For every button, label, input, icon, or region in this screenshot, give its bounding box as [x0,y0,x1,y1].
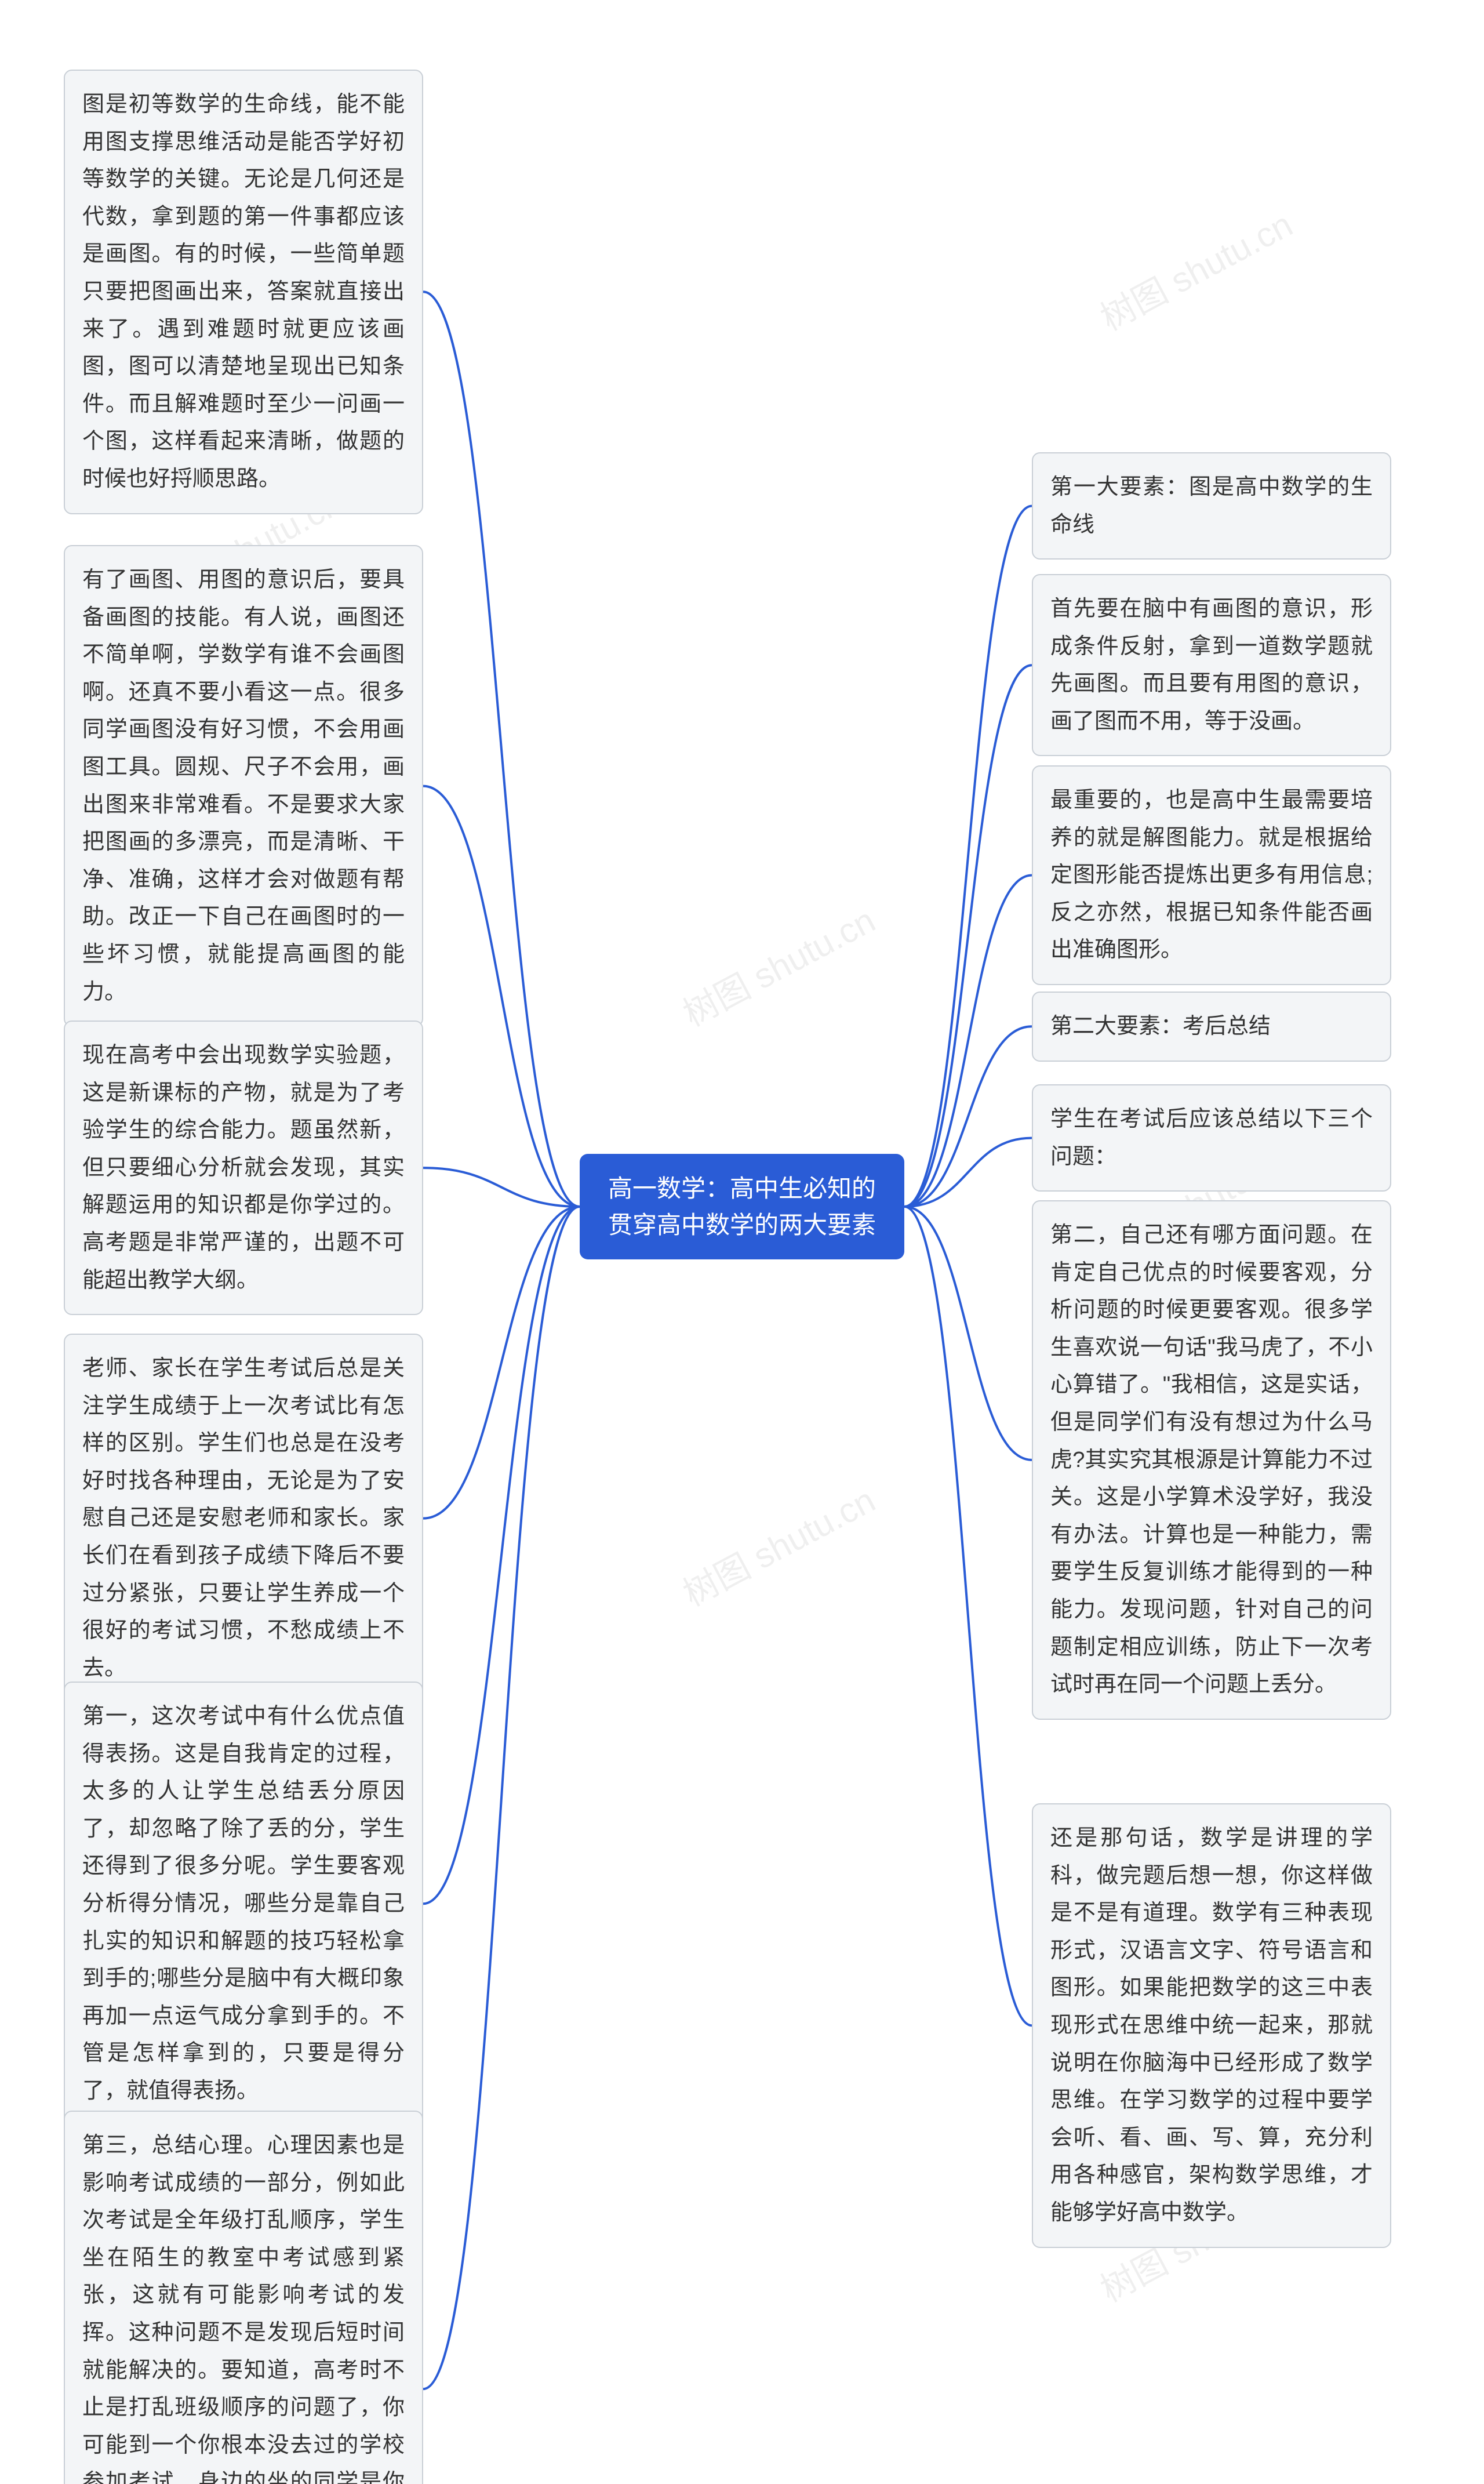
edge [904,506,1032,1207]
leaf-node-l5: 第一，这次考试中有什么优点值得表扬。这是自我肯定的过程，太多的人让学生总结丢分原… [64,1682,423,2126]
leaf-node-r5: 学生在考试后应该总结以下三个问题： [1032,1084,1391,1192]
edge [423,1207,580,1519]
watermark: 树图 shutu.cn [673,1473,883,1616]
leaf-node-l4: 老师、家长在学生考试后总是关注学生成绩于上一次考试比有怎样的区别。学生们也总是在… [64,1334,423,1703]
leaf-node-r7: 还是那句话，数学是讲理的学科，做完题后想一想，你这样做是不是有道理。数学有三种表… [1032,1803,1391,2248]
watermark: 树图 shutu.cn [673,893,883,1036]
leaf-node-r1: 第一大要素：图是高中数学的生命线 [1032,452,1391,560]
edge [423,1168,580,1207]
edge [904,1207,1032,1460]
leaf-node-l2: 有了画图、用图的意识后，要具备画图的技能。有人说，画图还不简单啊，学数学有谁不会… [64,545,423,1027]
leaf-node-r6: 第二，自己还有哪方面问题。在肯定自己优点的时候要客观，分析问题的时候更要客观。很… [1032,1200,1391,1720]
edge [904,875,1032,1207]
mindmap-canvas: 树图 shutu.cn树图 shutu.cn树图 shutu.cn树图 shut… [0,0,1484,2484]
leaf-node-l3: 现在高考中会出现数学实验题，这是新课标的产物，就是为了考验学生的综合能力。题虽然… [64,1021,423,1315]
edge [904,1026,1032,1207]
leaf-node-l1: 图是初等数学的生命线，能不能用图支撑思维活动是能否学好初等数学的关键。无论是几何… [64,70,423,514]
edge [423,1207,580,2389]
edge [423,786,580,1207]
edge [423,292,580,1207]
leaf-node-l6: 第三，总结心理。心理因素也是影响考试成绩的一部分，例如此次考试是全年级打乱顺序，… [64,2111,423,2484]
watermark: 树图 shutu.cn [1090,197,1300,340]
leaf-node-r3: 最重要的，也是高中生最需要培养的就是解图能力。就是根据给定图形能否提炼出更多有用… [1032,765,1391,985]
center-node: 高一数学：高中生必知的贯穿高中数学的两大要素 [580,1154,904,1259]
edge [423,1207,580,1904]
edge [904,665,1032,1207]
leaf-node-r2: 首先要在脑中有画图的意识，形成条件反射，拿到一道数学题就先画图。而且要有用图的意… [1032,574,1391,756]
edge [904,1138,1032,1207]
leaf-node-r4: 第二大要素：考后总结 [1032,992,1391,1062]
edge [904,1207,1032,2025]
